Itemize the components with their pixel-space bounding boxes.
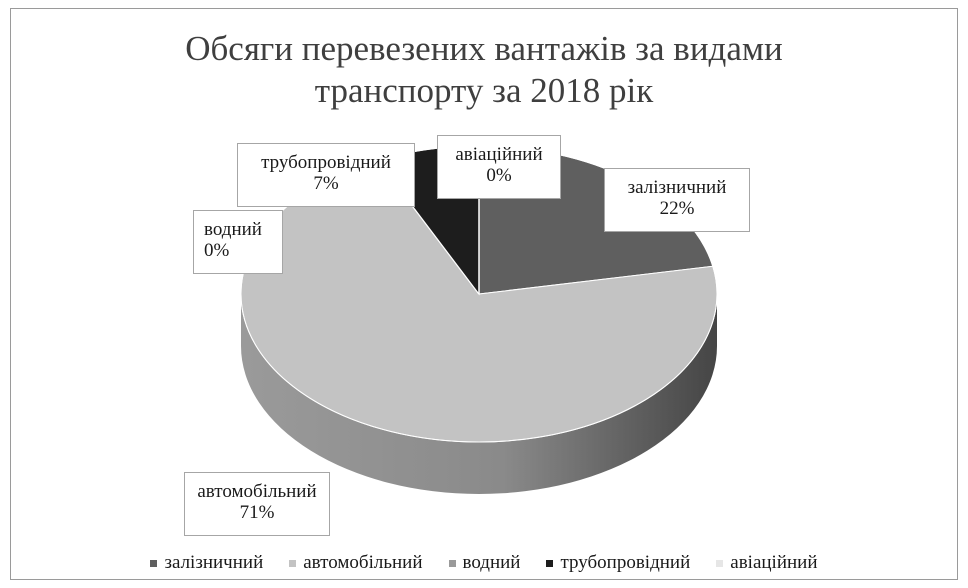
- legend-swatch: [448, 559, 456, 567]
- legend-item-zaliznychnyi: залізничний: [150, 552, 263, 574]
- data-label-vodnyi: водний 0%: [193, 210, 283, 274]
- legend-swatch: [546, 559, 554, 567]
- legend-item-truboprovidnyi: трубопровідний: [546, 552, 690, 574]
- legend-label: авіаційний: [730, 552, 818, 573]
- legend-item-avtomobilnyi: автомобільний: [289, 552, 423, 574]
- legend-item-vodnyi: водний: [448, 552, 521, 574]
- chart-title: Обсяги перевезених вантажів за видами тр…: [0, 28, 968, 112]
- chart-title-line-2: транспорту за 2018 рік: [314, 71, 654, 110]
- legend-swatch: [150, 559, 158, 567]
- data-label-avtomobilnyi: автомобільний 71%: [184, 472, 330, 536]
- legend-item-aviatsiinyi: авіаційний: [716, 552, 818, 574]
- legend-label: трубопровідний: [560, 552, 691, 573]
- legend-swatch: [716, 559, 724, 567]
- legend-label: залізничний: [164, 552, 264, 573]
- legend-label: автомобільний: [303, 552, 423, 573]
- data-label-zaliznychnyi: залізничний 22%: [604, 168, 750, 232]
- pie-side-wall: [241, 294, 717, 494]
- legend-label: водний: [462, 552, 521, 573]
- chart-title-line-1: Обсяги перевезених вантажів за видами: [185, 29, 783, 68]
- chart-legend: залізничний автомобільний водний трубопр…: [0, 552, 968, 574]
- legend-swatch: [289, 559, 297, 567]
- data-label-aviatsiinyi: авіаційний 0%: [437, 135, 561, 199]
- data-label-truboprovidnyi: трубопровідний 7%: [237, 143, 415, 207]
